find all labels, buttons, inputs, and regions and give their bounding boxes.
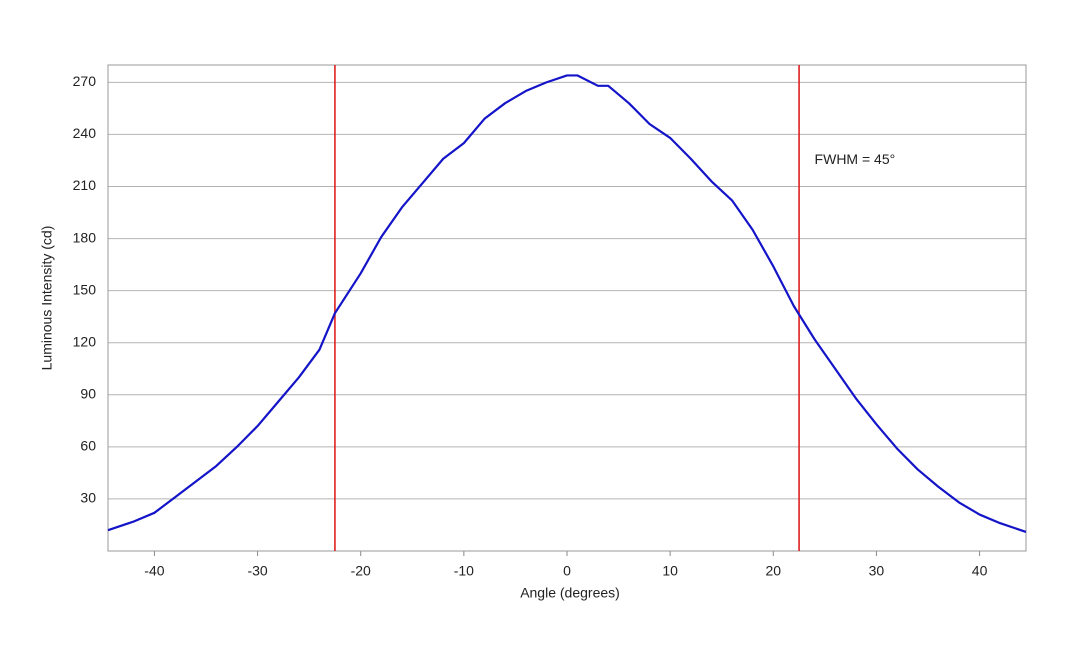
y-tick-label: 240 [73,125,97,141]
y-tick-label: 150 [73,281,97,297]
x-tick-label: 20 [766,563,782,579]
x-tick-label: 0 [563,563,571,579]
annotation: FWHM = 45° [815,151,896,167]
x-tick-label: 10 [662,563,678,579]
y-tick-label: 270 [73,73,97,89]
y-axis-label: Luminous Intensity (cd) [39,226,55,371]
x-tick-label: -10 [454,563,474,579]
y-tick-label: 30 [80,490,96,506]
y-tick-label: 180 [73,229,97,245]
x-tick-label: -30 [247,563,267,579]
y-tick-label: 90 [80,385,96,401]
y-tick-label: 120 [73,333,97,349]
x-tick-label: -40 [144,563,164,579]
plot-frame [107,64,1027,552]
data-line [107,74,1027,533]
x-tick-label: 30 [869,563,885,579]
x-tick-label: 40 [972,563,988,579]
y-tick-label: 210 [73,177,97,193]
x-axis-label: Angle (degrees) [520,585,620,601]
y-tick-label: 60 [80,438,96,454]
x-tick-label: -20 [351,563,371,579]
